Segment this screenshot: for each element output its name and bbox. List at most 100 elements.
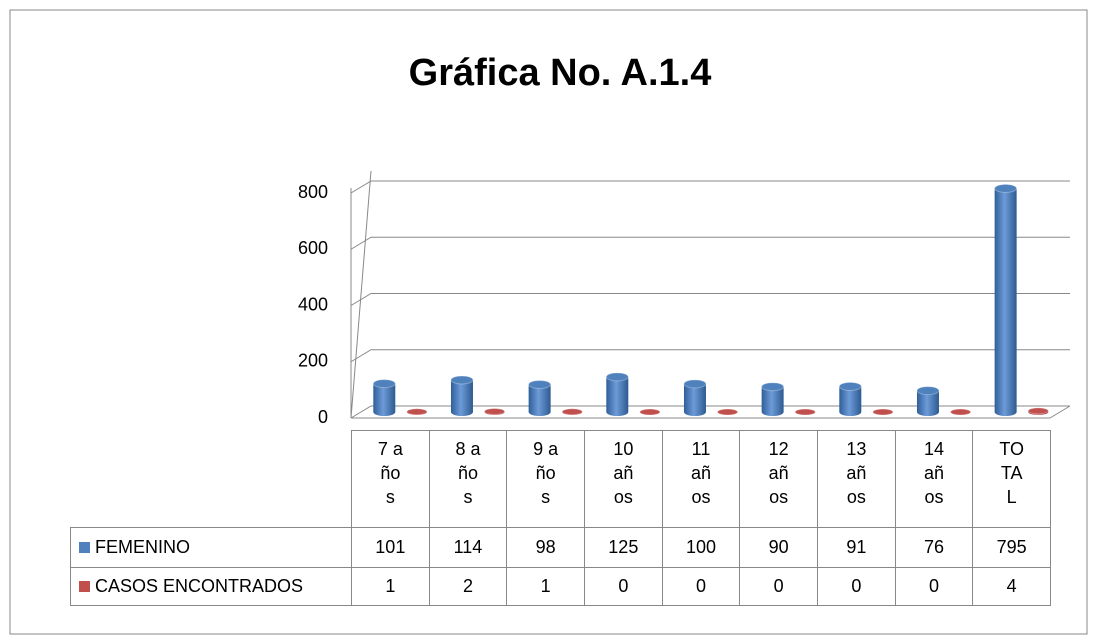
bar [794, 408, 816, 416]
bar-body [839, 386, 862, 416]
bar [872, 408, 894, 416]
table-value: 0 [661, 567, 741, 606]
bar-body [373, 383, 396, 416]
bar-top [561, 408, 583, 416]
legend-label: FEMENINO [95, 537, 191, 557]
bar [450, 375, 474, 416]
table-value: 1 [506, 567, 585, 606]
y-tick-label: 400 [298, 294, 328, 314]
table-value: 0 [584, 567, 663, 606]
category-cell: 7 años [351, 430, 430, 528]
bar-top [1027, 407, 1049, 415]
bar [994, 183, 1018, 416]
legend-swatch [79, 581, 90, 592]
y-tick-label: 0 [318, 407, 328, 427]
table-value: 0 [817, 567, 896, 606]
bar-top [994, 183, 1018, 193]
category-cell: 14 años [894, 430, 974, 528]
table-value: 98 [506, 527, 585, 568]
bar [838, 381, 862, 416]
bar-top [406, 408, 428, 416]
x-tick-label: 11 años [690, 439, 711, 507]
x-tick-label: 8 años [455, 439, 481, 507]
x-tick-label: 7 años [377, 439, 403, 507]
bar [406, 408, 428, 416]
bar-body [606, 376, 629, 416]
axis [1049, 405, 1071, 419]
y-tick-label: 200 [298, 351, 328, 371]
legend-cell: CASOS ENCONTRADOS [70, 567, 352, 606]
bar [639, 408, 661, 416]
bar-top [916, 386, 940, 396]
category-cell: 12 años [739, 430, 818, 528]
table-value: 795 [972, 527, 1051, 568]
bar-body [916, 390, 939, 416]
bar [605, 372, 629, 416]
bar-top [872, 408, 894, 416]
table-value: 114 [428, 527, 508, 568]
bar-top [717, 408, 739, 416]
bar [372, 379, 396, 416]
bar-top [450, 375, 474, 385]
category-cell: 10 años [584, 430, 663, 528]
table-value: 4 [972, 567, 1051, 606]
bar-top [639, 408, 661, 416]
bar-body [450, 379, 473, 416]
table-value: 100 [661, 527, 741, 568]
bar-body [994, 188, 1017, 416]
y-tick-label: 600 [298, 238, 328, 258]
x-tick-label: 14 años [923, 439, 944, 507]
x-tick-label: 13 años [846, 439, 867, 507]
bar [528, 379, 552, 416]
table-value: 125 [584, 527, 663, 568]
category-cell: 8 años [428, 430, 508, 528]
bar [761, 382, 785, 416]
grid-line [350, 405, 1070, 419]
table-value: 0 [894, 567, 974, 606]
bar [950, 408, 972, 416]
legend-cell: FEMENINO [70, 527, 352, 568]
table-value: 1 [351, 567, 430, 606]
grid-line [350, 180, 1070, 194]
bar [561, 408, 583, 416]
x-tick-label: 10 años [613, 439, 634, 507]
bar-body [528, 384, 551, 416]
bar-top [794, 408, 816, 416]
chart-border [9, 9, 1088, 635]
bar-top [761, 382, 785, 392]
x-tick-label: 9 años [533, 439, 559, 507]
category-cell: 13 años [817, 430, 896, 528]
x-tick-label: 12 años [768, 439, 789, 507]
axis [350, 170, 372, 419]
bar-top [950, 408, 972, 416]
legend-label: CASOS ENCONTRADOS [95, 576, 304, 596]
chart-title: Gráfica No. A.1.4 [409, 52, 712, 94]
bar-top [683, 379, 707, 389]
grid-line [350, 236, 1070, 250]
grid-line [350, 293, 1070, 306]
table-value: 0 [739, 567, 818, 606]
legend-swatch [79, 542, 90, 553]
category-cell: TOTAL [972, 430, 1051, 528]
bar-top [838, 381, 862, 391]
table-value: 76 [894, 527, 974, 568]
bar [916, 386, 940, 416]
x-tick-label: TOTAL [999, 439, 1024, 507]
table-value: 90 [739, 527, 818, 568]
bar-top [528, 379, 552, 389]
bar-top [372, 379, 396, 389]
bar [484, 407, 506, 416]
bar-top [605, 372, 629, 382]
y-tick-label: 800 [298, 182, 328, 202]
grid-line [350, 349, 1070, 363]
table-value: 91 [817, 527, 896, 568]
table-value: 2 [428, 567, 508, 606]
category-cell: 11 años [661, 430, 741, 528]
category-cell: 9 años [506, 430, 585, 528]
bar-body [683, 383, 706, 416]
bar-top [484, 407, 506, 415]
bar [683, 379, 707, 416]
table-value: 101 [351, 527, 430, 568]
